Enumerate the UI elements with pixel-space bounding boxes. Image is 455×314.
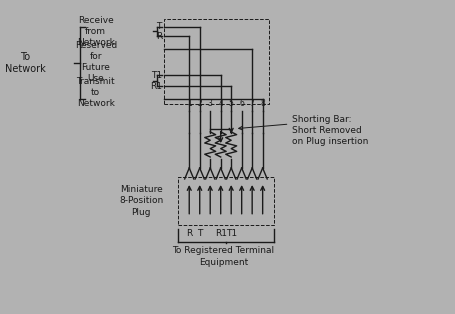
Text: 8: 8 bbox=[260, 99, 264, 108]
Text: To
Network: To Network bbox=[5, 51, 46, 74]
Text: Receive
from
Network: Receive from Network bbox=[76, 16, 115, 47]
Text: Shorting Bar:
Short Removed
on Plug insertion: Shorting Bar: Short Removed on Plug inse… bbox=[291, 115, 367, 146]
Text: R1: R1 bbox=[214, 229, 226, 238]
Text: Miniature
8-Position
Plug: Miniature 8-Position Plug bbox=[119, 185, 163, 217]
Text: 2: 2 bbox=[197, 99, 202, 108]
Text: To Registered Terminal
Equipment: To Registered Terminal Equipment bbox=[172, 246, 274, 267]
Bar bbox=[164, 19, 268, 104]
Text: R: R bbox=[186, 229, 192, 238]
Text: 5: 5 bbox=[228, 99, 233, 108]
Text: 6: 6 bbox=[239, 99, 243, 108]
Text: R: R bbox=[155, 32, 162, 41]
Text: 3: 3 bbox=[207, 99, 212, 108]
Text: T1: T1 bbox=[151, 71, 162, 80]
Text: T1: T1 bbox=[225, 229, 236, 238]
Text: T: T bbox=[156, 22, 162, 31]
Bar bbox=[177, 177, 273, 225]
Text: T: T bbox=[197, 229, 202, 238]
Text: 1: 1 bbox=[187, 99, 191, 108]
Text: R1: R1 bbox=[150, 82, 162, 91]
Text: Transmit
to
Network: Transmit to Network bbox=[76, 77, 115, 108]
Text: 4: 4 bbox=[218, 99, 222, 108]
Text: Reserved
for
Future
Use: Reserved for Future Use bbox=[75, 41, 116, 83]
Text: 7: 7 bbox=[249, 99, 254, 108]
